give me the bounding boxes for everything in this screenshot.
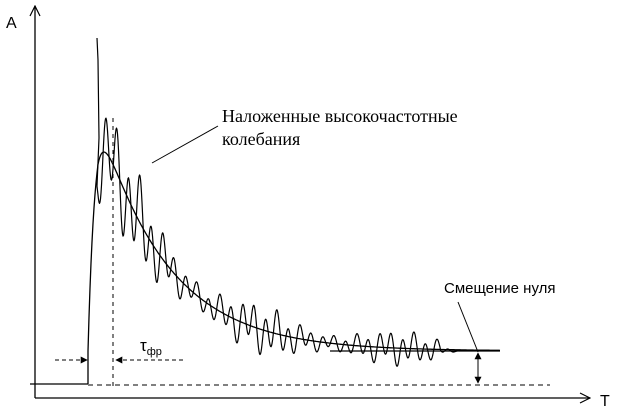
hf-leader-line: [151, 125, 219, 164]
hf-annotation-line2: колебания: [222, 129, 300, 149]
x-axis-label: T: [600, 393, 610, 410]
high-frequency-oscillation-curve: [96, 37, 461, 367]
tau-subscript: фр: [147, 346, 162, 358]
zero-shift-leader-line: [457, 301, 479, 353]
tau-label: τфр: [140, 336, 162, 358]
tau-symbol: τ: [140, 336, 147, 355]
y-axis-label: A: [6, 15, 17, 32]
hf-annotation-line1: Наложенные высокочастотные: [222, 106, 458, 126]
average-pulse-curve: [87, 151, 501, 384]
zero-shift-annotation: Смещение нуля: [444, 280, 556, 297]
